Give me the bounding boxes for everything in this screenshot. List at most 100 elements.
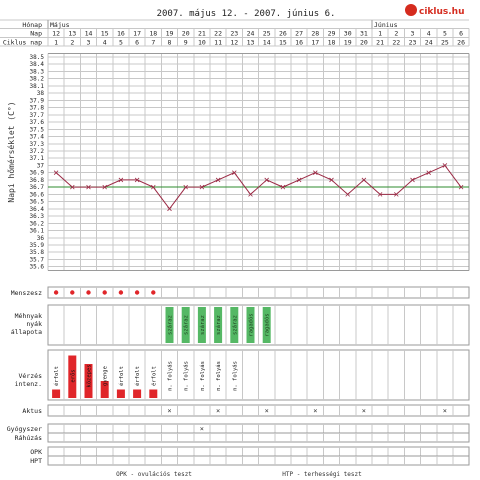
y-tick-label: 38.4 [30, 61, 45, 68]
y-tick-label: 37.7 [30, 112, 45, 119]
cycle-day-label: 5 [119, 38, 123, 46]
day-label: 14 [85, 30, 93, 38]
cervix-value: ragadós [248, 313, 255, 336]
day-label: 12 [52, 30, 60, 38]
bleeding-bar [100, 381, 109, 398]
temperature-point [215, 177, 221, 183]
day-label: 5 [443, 30, 447, 38]
aktus-mark: × [443, 407, 447, 415]
month-label: Június [374, 21, 398, 29]
cycle-day-label: 17 [311, 38, 319, 46]
header-row-label: Hónap [22, 21, 42, 29]
bleeding-value: érfolt [53, 366, 60, 386]
y-tick-label: 37.3 [30, 141, 45, 148]
cycle-day-label: 6 [135, 38, 139, 46]
bleeding-value: n. folyás [199, 361, 206, 391]
header-row-label: Nap [30, 30, 42, 38]
day-label: 6 [459, 30, 463, 38]
temperature-point [86, 184, 91, 190]
bleeding-bar [116, 389, 125, 398]
aktus-mark: × [313, 407, 317, 415]
cycle-day-label: 14 [263, 38, 271, 46]
day-label: 2 [394, 30, 398, 38]
temperature-point [345, 192, 350, 197]
y-tick-label: 36.5 [30, 199, 45, 206]
y-tick-label: 36.9 [30, 170, 45, 177]
cycle-day-label: 13 [247, 38, 255, 46]
opk-label: OPK [30, 448, 42, 456]
day-label: 1 [378, 30, 382, 38]
temperature-line [55, 164, 462, 210]
day-label: 3 [411, 30, 415, 38]
temperature-point [264, 177, 269, 183]
cycle-day-label: 10 [198, 38, 206, 46]
cycle-day-label: 19 [344, 38, 352, 46]
temperature-point [53, 170, 59, 175]
cervix-bar [181, 307, 190, 343]
rahuzas-label: Ráhúzás [15, 434, 42, 442]
y-tick-label: 37.8 [30, 105, 45, 112]
temperature-point [329, 177, 334, 183]
cycle-day-label: 9 [184, 38, 188, 46]
day-label: 21 [198, 30, 206, 38]
y-tick-label: 37.5 [30, 126, 45, 133]
day-label: 28 [311, 30, 319, 38]
cycle-day-label: 21 [376, 38, 384, 46]
hpt-label: HPT [30, 457, 42, 465]
day-label: 23 [230, 30, 238, 38]
cervix-bar [165, 307, 174, 343]
y-tick-label: 35.7 [30, 256, 45, 263]
y-tick-label: 36.2 [30, 220, 45, 227]
cycle-day-label: 20 [360, 38, 368, 46]
bleeding-value: közepes [87, 364, 93, 387]
bleeding-bar [133, 389, 142, 398]
temperature-point [151, 184, 156, 190]
day-label: 30 [344, 30, 352, 38]
y-tick-label: 38.1 [30, 83, 45, 90]
cervix-bar [214, 307, 223, 343]
y-tick-label: 36.4 [30, 206, 45, 213]
bleeding-value: gyenge [103, 366, 109, 386]
footer-hpt-legend: HTP - terhességi teszt [282, 471, 362, 478]
cervix-value: száraz [199, 315, 206, 335]
menses-dot [86, 290, 91, 295]
cervix-value: száraz [231, 315, 238, 335]
cycle-day-label: 12 [230, 38, 238, 46]
y-tick-label: 38 [37, 90, 45, 97]
cycle-day-label: 7 [151, 38, 155, 46]
footer-opk-legend: OPK - ovulációs teszt [116, 471, 192, 478]
month-label: Május [50, 21, 70, 29]
y-tick-label: 37.9 [30, 97, 45, 104]
y-tick-label: 38.2 [30, 76, 45, 83]
y-tick-label: 36 [37, 235, 45, 242]
menses-dot [70, 290, 75, 295]
aktus-mark: × [362, 407, 366, 415]
cycle-day-label: 2 [70, 38, 74, 46]
bleeding-label: intenz. [15, 380, 42, 388]
header-row-label: Ciklus nap [3, 38, 42, 46]
temperature-point [361, 177, 367, 183]
bleeding-bar [149, 389, 158, 398]
cervix-value: száraz [167, 315, 174, 335]
cervix-bar [246, 307, 255, 343]
y-axis-label: Napi hőmérséklet (C°) [6, 101, 16, 202]
menses-dot [53, 290, 59, 295]
y-tick-label: 35.9 [30, 242, 45, 249]
y-tick-label: 37.1 [30, 155, 45, 162]
cycle-day-label: 11 [214, 38, 222, 46]
menses-dot [118, 290, 124, 295]
y-tick-label: 38.3 [30, 68, 45, 75]
cervix-bar [262, 307, 271, 343]
temperature-point [394, 192, 399, 197]
temperature-point [118, 177, 124, 183]
gyogyszer-mark: × [200, 425, 204, 433]
cervix-label: állapota [11, 328, 42, 336]
cervix-bar [197, 307, 206, 343]
cervix-label: nyák [26, 320, 42, 328]
cervix-value: száraz [183, 315, 190, 335]
bleeding-bar [84, 364, 93, 398]
cycle-day-label: 23 [409, 38, 417, 46]
bleeding-value: erős [70, 369, 76, 382]
cervix-bar [230, 307, 239, 343]
